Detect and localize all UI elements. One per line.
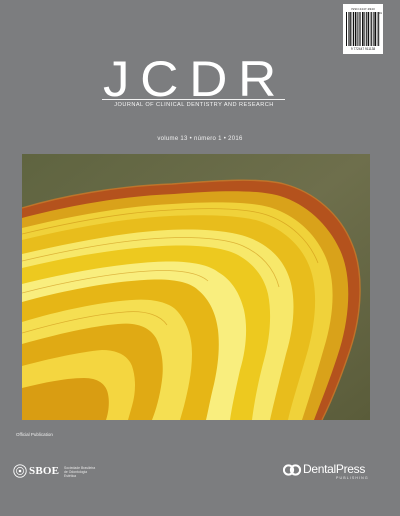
title-rule [102,99,285,100]
agate-photo [22,154,370,420]
issue-number: 01 [378,11,382,15]
sboe-name: SBOE [29,465,60,477]
dentalpress-logo-icon [283,464,301,476]
publisher-name: DentalPress [303,462,366,476]
barcode-number: 9 772447 911138 [350,47,376,51]
sboe-emblem-icon [13,464,27,478]
issn-label: ISSN 2447-9343 [351,7,375,11]
volume-issue-line: volume 13 • número 1 • 2016 [157,136,243,142]
jcdr-logo: JCDR [103,54,287,100]
official-publication-label: Official Publication [16,432,53,437]
sboe-description: Sociedade Brasileira de Odontologia Esté… [64,466,96,478]
publisher-subtitle: PUBLISHING [336,476,369,480]
barcode-bars [346,12,380,46]
journal-full-title: JOURNAL OF CLINICAL DENTISTRY AND RESEAR… [114,102,274,108]
journal-acronym: JCDR [103,54,287,100]
barcode: ISSN 2447-9343 01 9 772447 911138 [343,4,383,54]
